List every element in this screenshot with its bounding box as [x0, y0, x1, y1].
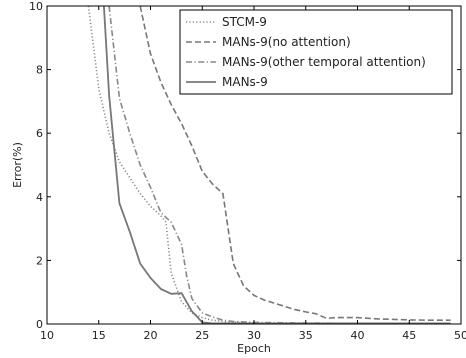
y-tick-label: 8	[36, 64, 43, 77]
legend-label-3: MANs-9	[222, 75, 268, 89]
y-axis-label: Error(%)	[11, 142, 24, 188]
x-tick-label: 50	[454, 329, 466, 342]
y-tick-label: 2	[36, 254, 43, 267]
x-tick-label: 35	[299, 329, 313, 342]
y-tick-label: 10	[29, 0, 43, 13]
legend-label-1: MANs-9(no attention)	[222, 35, 351, 49]
legend-box	[179, 9, 453, 95]
x-tick-label: 10	[40, 329, 54, 342]
x-tick-label: 15	[92, 329, 106, 342]
legend-label-2: MANs-9(other temporal attention)	[222, 55, 426, 69]
legend-label-0: STCM-9	[222, 15, 267, 29]
x-tick-label: 45	[402, 329, 416, 342]
x-tick-label: 40	[351, 329, 365, 342]
series-line-1	[139, 6, 451, 322]
y-tick-label: 4	[36, 191, 43, 204]
y-tick-label: 6	[36, 127, 43, 140]
x-tick-label: 30	[247, 329, 261, 342]
x-tick-label: 25	[195, 329, 209, 342]
y-tick-label: 0	[36, 318, 43, 331]
x-axis-label: Epoch	[237, 342, 271, 355]
legend: STCM-9 MANs-9(no attention) MANs-9(other t…	[179, 9, 453, 95]
x-tick-label: 20	[144, 329, 158, 342]
ticks-layer: 10 15 20 25 30 35 40 45 50 0 2 4 6 8 10	[29, 0, 466, 342]
